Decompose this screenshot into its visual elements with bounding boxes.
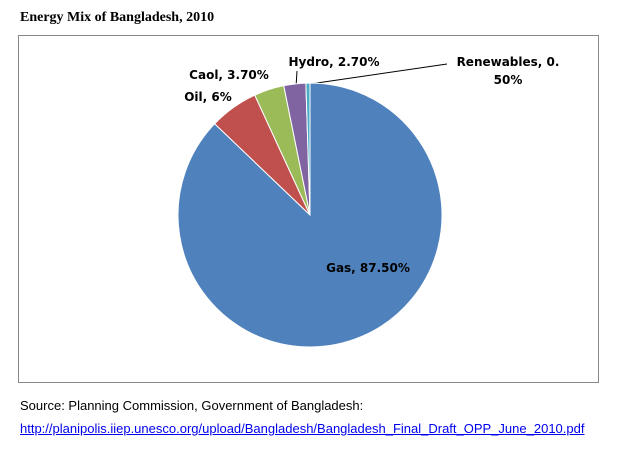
source: Source: Planning Commission, Government … [20, 398, 364, 413]
data-label: Gas, 87.50% [326, 261, 410, 275]
chart: Gas, 87.50% Oil, 6% Caol, 3.70% Hydro, 2.70… [18, 35, 599, 383]
data-label-box: Oil, 6% [184, 90, 232, 104]
leader-line [309, 63, 448, 85]
data-label-box: Renewables, 0. 50% [456, 55, 560, 87]
data-label: Renewables, 0. 50% [456, 55, 560, 87]
data-label-box: Gas, 87.50% [326, 261, 410, 275]
pie-slice [305, 82, 311, 216]
source-link[interactable]: http://planipolis.iiep.unesco.org/upload… [20, 421, 585, 436]
data-label: Caol, 3.70% [189, 68, 269, 82]
data-label: Hydro, 2.70% [288, 55, 380, 69]
data-label-box: Caol, 3.70% [189, 68, 269, 82]
data-label-box: Hydro, 2.70% [288, 55, 380, 69]
data-label: Oil, 6% [184, 90, 232, 104]
title: Energy Mix of Bangladesh, 2010 [20, 10, 215, 25]
